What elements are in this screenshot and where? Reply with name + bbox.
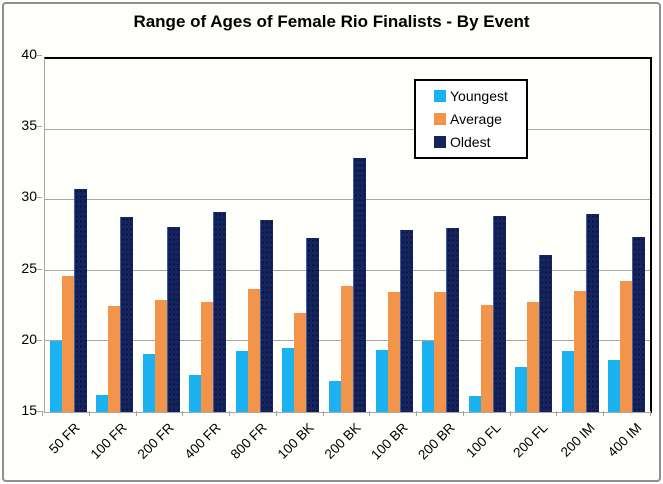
legend-label-youngest: Youngest	[450, 88, 508, 104]
bar-average-100-fr	[108, 306, 121, 412]
gridline-30	[45, 199, 650, 201]
x-axis-tick	[88, 411, 90, 416]
y-axis-label-40: 40	[21, 46, 37, 62]
x-axis-tick	[556, 411, 558, 416]
bar-group-100-fr	[92, 59, 139, 412]
x-axis-tick	[603, 411, 605, 416]
legend-swatch-oldest-icon	[434, 136, 446, 148]
legend: Youngest Average Oldest	[414, 79, 528, 159]
x-axis-tick	[42, 411, 43, 416]
y-axis-label-25: 25	[21, 259, 37, 276]
bar-group-400-fr	[185, 59, 232, 412]
x-axis-tick	[369, 411, 371, 416]
bar-average-50-fr	[61, 276, 74, 412]
bar-average-800-fr	[247, 289, 260, 412]
bar-average-200-fr	[154, 300, 167, 412]
bar-youngest-100-br	[375, 349, 388, 412]
y-axis-label-30: 30	[21, 188, 37, 205]
x-axis-tick	[229, 411, 231, 416]
bar-oldest-100-fl	[492, 215, 506, 412]
bar-average-100-br	[387, 291, 400, 412]
bar-average-100-fl	[480, 304, 493, 412]
bar-oldest-200-br	[446, 228, 460, 412]
bar-oldest-100-br	[399, 229, 413, 412]
y-axis-tick	[37, 268, 42, 270]
chart-title: Range of Ages of Female Rio Finalists - …	[133, 12, 530, 31]
gridline-25	[45, 269, 650, 271]
y-axis-tick	[37, 126, 42, 128]
bar-oldest-200-im	[585, 214, 599, 412]
bar-group-200-fr	[138, 59, 185, 412]
x-axis-tick	[182, 411, 184, 416]
bar-oldest-200-fl	[539, 255, 553, 412]
x-axis-tick	[416, 411, 418, 416]
bar-youngest-200-bk	[328, 380, 341, 412]
bar-average-200-br	[434, 291, 447, 412]
bar-group-800-fr	[231, 59, 278, 412]
bar-group-50-fr	[45, 59, 92, 412]
bar-youngest-400-fr	[189, 375, 202, 412]
gridline-35	[45, 128, 650, 130]
bar-oldest-800-fr	[259, 219, 273, 412]
bar-youngest-200-fl	[515, 366, 528, 412]
bar-average-200-im	[573, 290, 586, 412]
bar-oldest-400-im	[632, 236, 646, 412]
y-axis-tick	[37, 339, 42, 341]
y-axis-label-20: 20	[21, 330, 37, 347]
x-axis-tick	[135, 411, 137, 416]
bar-average-400-im	[620, 280, 633, 412]
bar-oldest-200-bk	[352, 157, 366, 412]
bar-youngest-200-fr	[142, 354, 155, 412]
bar-youngest-200-im	[561, 351, 574, 412]
bar-oldest-400-fr	[213, 211, 227, 412]
bar-group-100-br	[371, 59, 418, 412]
bar-group-400-im	[603, 59, 650, 412]
x-axis-tick	[650, 411, 651, 416]
x-axis-tick	[509, 411, 511, 416]
legend-swatch-average-icon	[434, 113, 446, 125]
bar-average-200-bk	[340, 286, 353, 412]
bar-youngest-50-fr	[49, 341, 62, 412]
bar-oldest-50-fr	[73, 188, 87, 412]
x-axis-tick	[275, 411, 277, 416]
y-axis-tick	[37, 197, 42, 199]
legend-swatch-youngest-icon	[434, 90, 446, 102]
y-axis-label-35: 35	[21, 117, 37, 134]
legend-entry-youngest: Youngest	[434, 87, 526, 105]
bar-group-200-fl	[510, 59, 557, 412]
y-axis-label-15: 15	[21, 402, 37, 418]
y-axis-tick	[37, 411, 42, 412]
bar-youngest-400-im	[608, 359, 621, 412]
bar-average-100-bk	[294, 313, 307, 412]
bar-group-100-fl	[464, 59, 511, 412]
bar-group-100-bk	[278, 59, 325, 412]
bar-youngest-100-fl	[468, 396, 481, 412]
bar-average-200-fl	[527, 301, 540, 412]
y-axis-tick	[37, 55, 42, 56]
legend-entry-average: Average	[434, 110, 526, 128]
bar-youngest-800-fr	[235, 351, 248, 412]
legend-label-oldest: Oldest	[450, 134, 491, 150]
bar-oldest-100-bk	[306, 238, 320, 412]
bar-group-200-bk	[324, 59, 371, 412]
x-axis-tick	[462, 411, 464, 416]
bar-oldest-200-fr	[166, 227, 180, 412]
bar-youngest-200-br	[422, 341, 435, 412]
bar-average-400-fr	[201, 301, 214, 412]
bar-youngest-100-bk	[282, 348, 295, 412]
plot-area	[44, 57, 652, 413]
legend-entry-oldest: Oldest	[434, 133, 526, 151]
bar-youngest-100-fr	[96, 395, 109, 412]
legend-label-average: Average	[450, 111, 502, 127]
bar-group-200-im	[557, 59, 604, 412]
bar-oldest-100-fr	[120, 217, 134, 412]
x-axis-tick	[322, 411, 324, 416]
bar-group-200-br	[417, 59, 464, 412]
